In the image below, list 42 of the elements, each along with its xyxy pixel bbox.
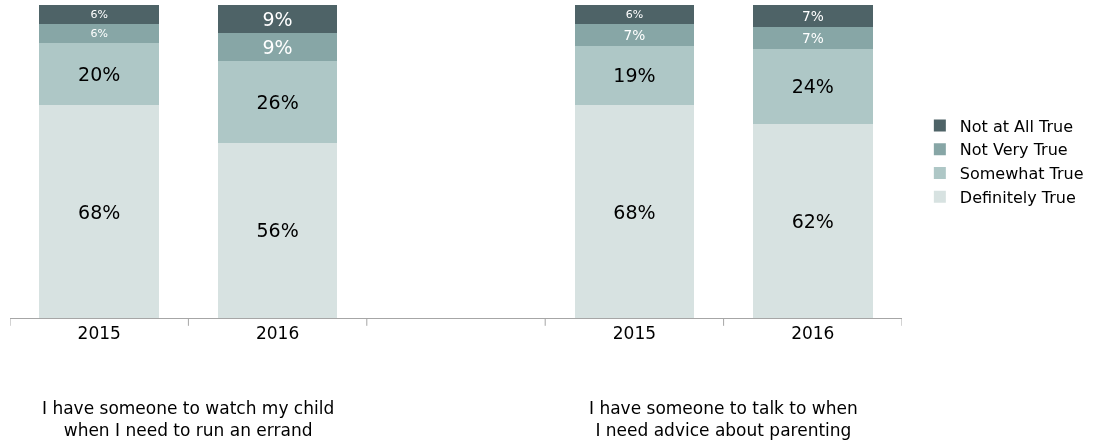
bar <box>217 142 338 318</box>
data-label: 62% <box>791 209 834 232</box>
bar <box>217 33 338 62</box>
data-label: 7% <box>801 29 824 46</box>
bar <box>39 23 159 43</box>
data-label: 7% <box>623 26 646 43</box>
bar <box>574 23 695 46</box>
x-tick-label: 2016 <box>791 323 835 344</box>
bar <box>574 5 695 24</box>
x-tick-label: 2015 <box>612 323 657 344</box>
bar <box>217 5 338 34</box>
data-label: 19% <box>613 64 656 87</box>
text: I have someone to watch my child when I need to run an errand <box>42 398 335 440</box>
data-label: 24% <box>791 75 834 98</box>
bar <box>753 5 873 27</box>
data-label: 9% <box>262 8 293 31</box>
bar <box>39 5 159 24</box>
legend-label: Not at All True <box>959 116 1074 136</box>
data-label: 68% <box>78 200 121 223</box>
data-label: 6% <box>625 8 644 22</box>
text: I have someone to talk to when I need advice about parenting <box>589 398 858 440</box>
bar <box>217 61 338 143</box>
bar <box>574 105 695 318</box>
bar <box>753 26 873 49</box>
data-label: 9% <box>262 36 293 59</box>
bar <box>39 42 159 106</box>
x-tick-label: 2015 <box>77 323 121 344</box>
data-label: 7% <box>801 8 824 25</box>
bar <box>753 123 873 318</box>
data-label: 6% <box>90 8 108 22</box>
data-label: 68% <box>613 200 656 223</box>
data-label: 56% <box>256 219 299 242</box>
bar <box>753 48 873 124</box>
x-tick-label: 2016 <box>255 323 300 344</box>
legend-label: Somewhat True <box>959 164 1084 184</box>
legend-label: Not Very True <box>959 140 1068 160</box>
data-label: 6% <box>90 27 108 41</box>
bar <box>574 45 695 106</box>
legend-label: Definitely True <box>959 188 1076 208</box>
data-label: 26% <box>256 91 299 114</box>
data-label: 20% <box>78 62 121 85</box>
bar <box>39 105 159 318</box>
